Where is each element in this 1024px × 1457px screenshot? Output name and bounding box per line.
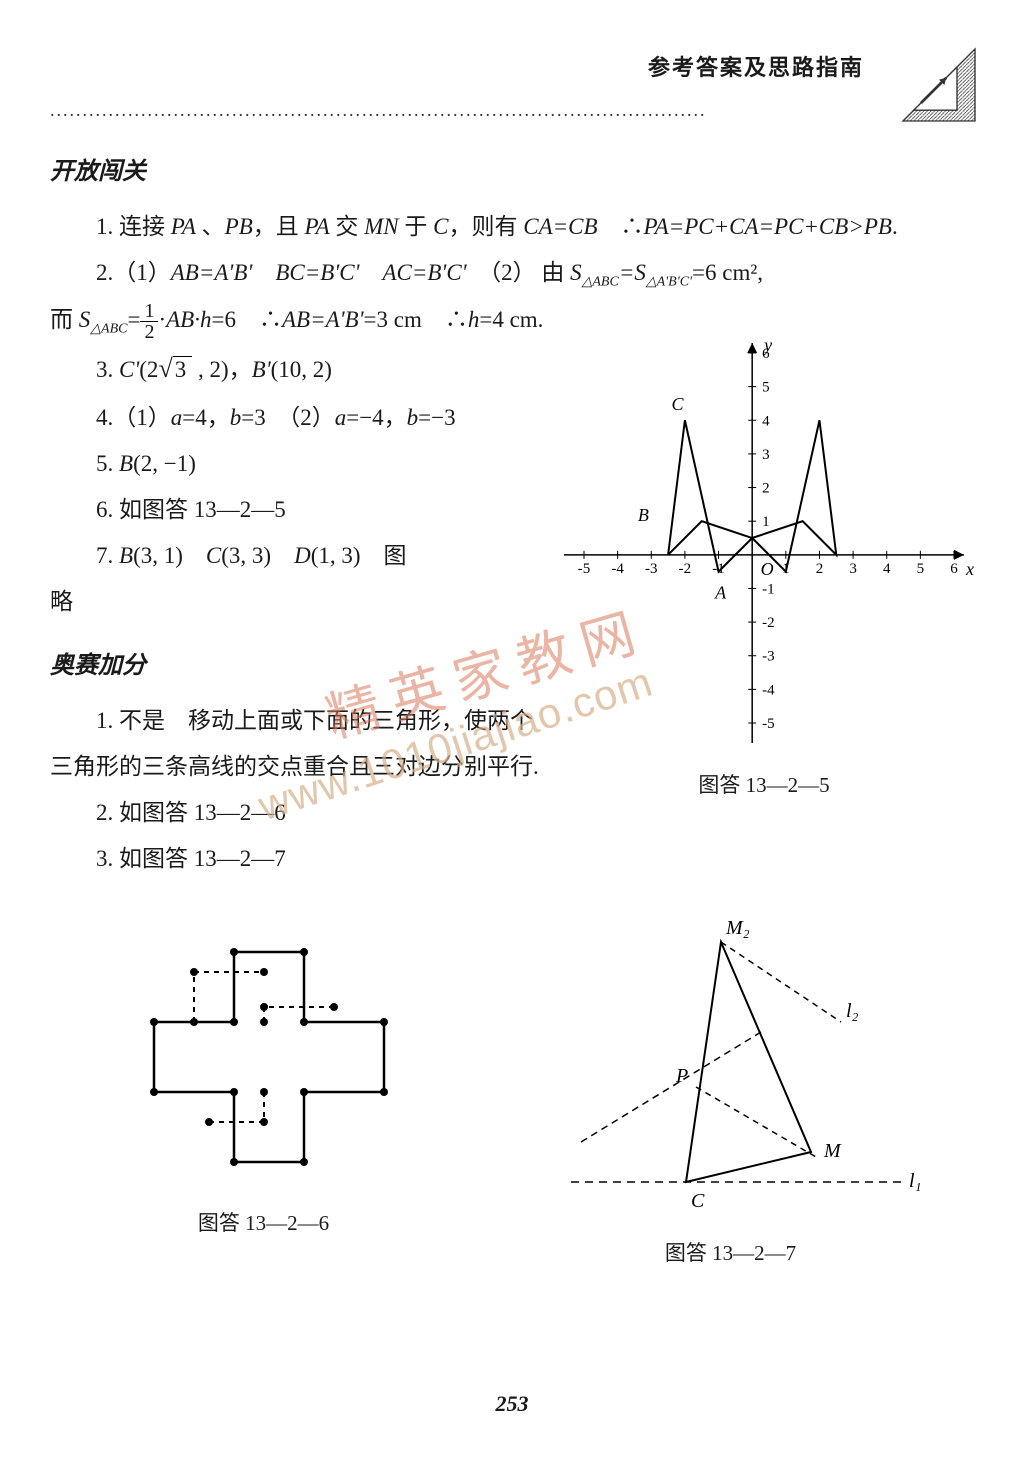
graph1-caption: 图答 13—2—5 (544, 769, 984, 799)
s2-answer-2: 2. 如图答 13—2—6 (50, 790, 544, 836)
svg-text:B: B (638, 505, 649, 525)
svg-text:x: x (965, 559, 974, 579)
svg-text:O: O (761, 559, 774, 579)
fig2-caption: 图答 13—2—6 (104, 1207, 424, 1237)
s1-answer-4: 4.（1）a=4，b=3 （2）a=−4，b=−3 (50, 395, 544, 441)
svg-text:3: 3 (762, 447, 770, 463)
divider-dots: ........................................… (50, 100, 984, 121)
s1-answer-5: 5. B(2, −1) (50, 441, 544, 487)
s2-answer-3: 3. 如图答 13—2—7 (50, 836, 544, 882)
svg-text:2: 2 (762, 481, 770, 497)
page-header-title: 参考答案及思路指南 (648, 55, 864, 80)
svg-text:y: y (762, 335, 772, 355)
svg-text:-3: -3 (762, 649, 775, 665)
svg-text:A: A (714, 583, 727, 603)
svg-text:l₁: l₁ (909, 1170, 922, 1192)
s1-answer-3: 3. C'(2√3 , 2)，B'(10, 2) (50, 343, 544, 395)
fig3-caption: 图答 13—2—7 (531, 1237, 931, 1267)
svg-text:2: 2 (816, 561, 824, 577)
svg-text:5: 5 (917, 561, 925, 577)
s1-answer-6: 6. 如图答 13—2—5 (50, 487, 544, 533)
corner-arrow-icon (894, 40, 984, 130)
svg-text:5: 5 (762, 380, 770, 396)
section-title-1: 开放闯关 (50, 151, 984, 186)
section-title-2: 奥赛加分 (50, 645, 544, 680)
svg-text:-3: -3 (645, 561, 658, 577)
svg-text:-1: -1 (762, 582, 775, 598)
figure-13-2-6: 图答 13—2—6 (104, 912, 424, 1267)
svg-text:3: 3 (849, 561, 857, 577)
page-number: 253 (0, 1391, 1024, 1417)
s1-answer-7: 7. B(3, 1) C(3, 3) D(1, 3) 图 (50, 533, 544, 579)
svg-text:P: P (675, 1065, 688, 1087)
svg-text:C: C (691, 1190, 705, 1212)
svg-text:-5: -5 (578, 561, 591, 577)
coordinate-graph: -5-4-3-2-1123456-5-4-3-2-1123456xyBCAO (544, 333, 974, 763)
svg-text:6: 6 (950, 561, 958, 577)
svg-text:-2: -2 (679, 561, 692, 577)
svg-text:-4: -4 (611, 561, 624, 577)
svg-text:-4: -4 (762, 683, 775, 699)
figure-13-2-7: M₂ l₂ P Ml₁ C 图答 13—2—7 (531, 912, 931, 1267)
s2-answer-1: 1. 不是 移动上面或下面的三角形，使两个三角形的三条高线的交点重合且三对边分别… (50, 698, 544, 790)
svg-text:C: C (671, 394, 684, 414)
svg-text:1: 1 (762, 514, 770, 530)
s1-answer-2: 2.（1）AB=A'B' BC=B'C' AC=B'C' （2） 由 S△ABC… (50, 250, 984, 297)
svg-text:M: M (823, 1140, 842, 1162)
s1-answer-1: 1. 连接 PA 、PB，且 PA 交 MN 于 C，则有 CA=CB ∴PA=… (50, 204, 984, 250)
s1-answer-7-trailer: 略 (50, 579, 544, 625)
svg-text:-5: -5 (762, 716, 775, 732)
svg-text:4: 4 (883, 561, 891, 577)
svg-text:l₂: l₂ (846, 1000, 859, 1022)
svg-text:4: 4 (762, 413, 770, 429)
svg-text:M₂: M₂ (725, 917, 750, 939)
svg-text:-2: -2 (762, 615, 775, 631)
